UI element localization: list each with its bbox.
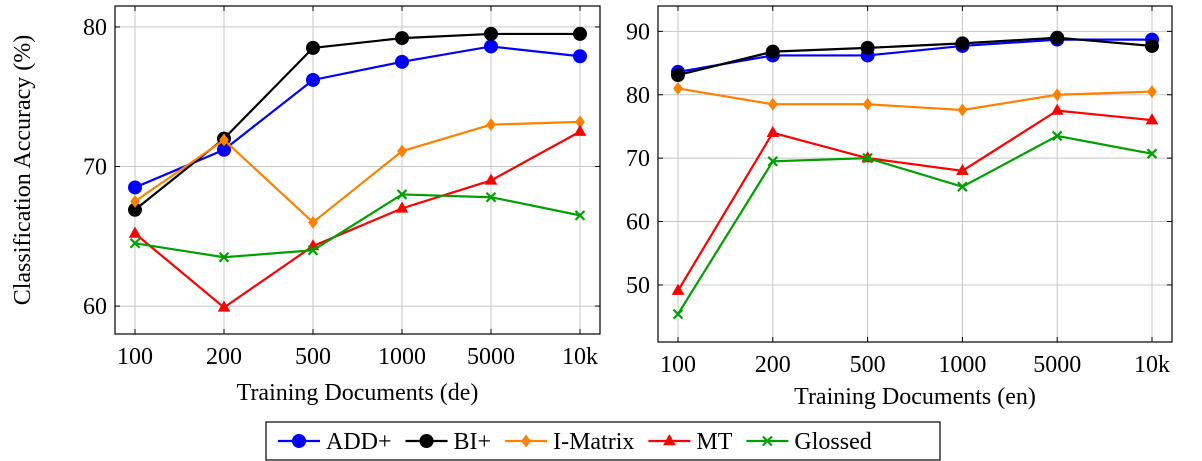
x-tick-label: 10k <box>562 344 598 370</box>
series-line-glossed <box>677 134 1153 315</box>
data-point-glossed <box>862 152 873 164</box>
data-point-mt <box>1145 113 1159 125</box>
data-point-bi+ <box>484 26 498 41</box>
y-tick-label: 60 <box>626 210 650 236</box>
series-line-mt <box>134 130 581 309</box>
data-point-glossed <box>218 251 230 263</box>
x-tick-label: 10k <box>1134 352 1170 378</box>
data-point-bi+ <box>395 31 409 46</box>
x-tick-label: 1000 <box>378 344 426 370</box>
legend-label-i-matrix: I-Matrix <box>553 429 634 455</box>
data-point-glossed <box>129 237 141 249</box>
legend-label-glossed: Glossed <box>794 429 871 455</box>
data-point-add+ <box>573 49 587 64</box>
x-axis-label: Training Documents (de) <box>237 380 479 406</box>
data-point-bi+ <box>1145 38 1159 53</box>
data-point-i-matrix <box>308 215 318 229</box>
x-tick-label: 1000 <box>938 352 986 378</box>
y-tick-label: 70 <box>626 146 650 172</box>
data-point-glossed <box>1051 130 1063 142</box>
chart-panel-en: 100 200 500 1000 5000 10k 50 60 70 80 90 Training D… <box>626 5 1173 410</box>
data-point-add+ <box>484 39 498 54</box>
legend-label-bi+: BI+ <box>454 429 492 455</box>
y-tick-label: 60 <box>83 294 107 320</box>
data-point-add+ <box>306 72 320 87</box>
legend: ADD+ BI+ I-Matrix MT Glossed <box>265 421 941 461</box>
data-point-bi+ <box>765 44 780 59</box>
x-tick-label: 5000 <box>1033 352 1081 378</box>
x-tick-label: 500 <box>850 352 886 378</box>
series-line-i-matrix <box>677 87 1153 112</box>
legend-marker-bi+ <box>419 434 434 448</box>
x-tick-label: 5000 <box>467 344 515 370</box>
legend-label-add+: ADD+ <box>326 429 392 455</box>
legend-box <box>265 421 941 461</box>
data-point-glossed <box>485 191 497 203</box>
data-point-glossed <box>957 181 968 192</box>
data-point-mt <box>484 173 498 185</box>
series-line-bi+ <box>134 32 580 211</box>
series-line-add+ <box>677 38 1152 74</box>
data-point-glossed <box>672 308 684 320</box>
data-point-i-matrix <box>219 133 229 147</box>
series-line-glossed <box>134 193 581 259</box>
data-point-bi+ <box>306 40 320 55</box>
plot-frame <box>114 5 601 335</box>
x-tick-label: 500 <box>295 344 331 370</box>
data-point-i-matrix <box>862 97 873 111</box>
y-tick-label: 80 <box>83 15 107 41</box>
series-line-add+ <box>134 45 581 189</box>
data-point-mt <box>217 300 231 312</box>
chart-panel-de: 100 200 500 1000 5000 10k 60 70 80 Training Docum… <box>83 5 601 406</box>
y-tick-label: 50 <box>626 273 650 299</box>
data-point-glossed <box>767 156 779 167</box>
data-point-mt <box>128 226 142 238</box>
data-point-i-matrix <box>767 97 778 111</box>
data-point-mt <box>395 201 409 213</box>
x-tick-label: 200 <box>206 344 242 370</box>
series-line-mt <box>677 109 1153 292</box>
data-point-mt <box>766 125 780 137</box>
data-point-i-matrix <box>1052 88 1063 102</box>
data-point-bi+ <box>860 40 875 55</box>
data-point-i-matrix <box>1147 85 1157 99</box>
y-tick-label: 80 <box>626 83 650 109</box>
data-point-mt <box>956 163 969 176</box>
legend-marker-glossed <box>762 435 773 447</box>
series-line-i-matrix <box>134 120 581 224</box>
x-tick-label: 100 <box>660 352 696 378</box>
x-tick-label: 200 <box>755 352 791 378</box>
y-tick-label: 70 <box>83 155 107 181</box>
data-point-i-matrix <box>486 118 496 132</box>
data-point-i-matrix <box>673 81 683 95</box>
legend-marker-mt <box>663 434 676 446</box>
legend-label-mt: MT <box>696 429 732 455</box>
data-point-i-matrix <box>397 144 407 158</box>
data-point-glossed <box>1146 148 1158 159</box>
data-point-bi+ <box>1050 30 1065 45</box>
data-point-add+ <box>128 180 142 195</box>
data-point-mt <box>1050 103 1064 115</box>
data-point-i-matrix <box>575 115 585 129</box>
data-point-mt <box>573 124 587 136</box>
x-tick-label: 100 <box>117 344 153 370</box>
y-tick-label: 90 <box>626 19 650 45</box>
x-axis-label: Training Documents (en) <box>794 384 1036 410</box>
legend-marker-i-matrix <box>521 434 531 448</box>
legend-marker-add+ <box>292 434 306 448</box>
data-point-glossed <box>307 244 319 256</box>
data-point-bi+ <box>955 36 970 51</box>
data-point-bi+ <box>573 26 587 41</box>
data-point-i-matrix <box>957 103 968 117</box>
y-axis-label: Classification Accuracy (%) <box>10 34 36 306</box>
series-line-bi+ <box>677 36 1153 77</box>
data-point-mt <box>671 283 685 295</box>
data-point-add+ <box>395 54 409 69</box>
data-point-glossed <box>396 189 408 200</box>
data-point-bi+ <box>671 68 685 83</box>
data-point-i-matrix <box>130 194 140 208</box>
data-point-glossed <box>574 210 586 221</box>
plot-frame <box>657 5 1173 343</box>
